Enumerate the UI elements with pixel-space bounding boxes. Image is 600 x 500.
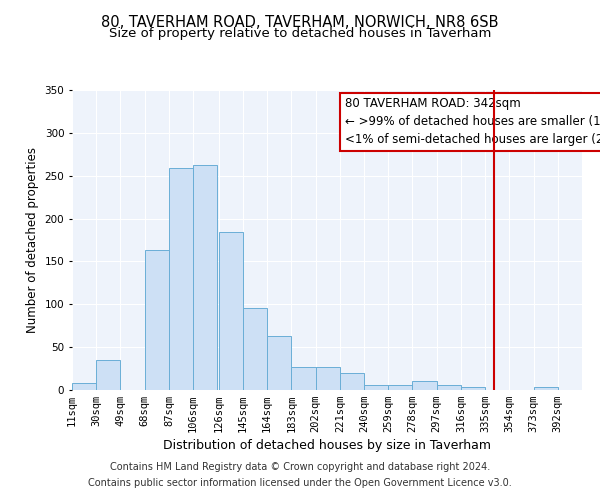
Bar bbox=[533, 388, 558, 390]
Bar bbox=[267, 336, 292, 390]
Bar bbox=[340, 373, 364, 390]
Text: 80 TAVERHAM ROAD: 342sqm
← >99% of detached houses are smaller (1,142)
<1% of se: 80 TAVERHAM ROAD: 342sqm ← >99% of detac… bbox=[345, 98, 600, 146]
Text: Contains HM Land Registry data © Crown copyright and database right 2024.: Contains HM Land Registry data © Crown c… bbox=[110, 462, 490, 472]
Bar bbox=[169, 168, 193, 390]
Bar bbox=[218, 232, 243, 390]
Bar bbox=[412, 380, 437, 390]
Bar bbox=[364, 385, 388, 390]
Bar bbox=[193, 164, 217, 390]
Bar bbox=[388, 385, 412, 390]
Bar bbox=[72, 383, 96, 390]
Bar bbox=[437, 385, 461, 390]
Bar bbox=[292, 367, 316, 390]
Bar bbox=[316, 367, 340, 390]
Bar bbox=[461, 386, 485, 390]
Text: 80, TAVERHAM ROAD, TAVERHAM, NORWICH, NR8 6SB: 80, TAVERHAM ROAD, TAVERHAM, NORWICH, NR… bbox=[101, 15, 499, 30]
Bar bbox=[145, 250, 169, 390]
Text: Size of property relative to detached houses in Taverham: Size of property relative to detached ho… bbox=[109, 28, 491, 40]
X-axis label: Distribution of detached houses by size in Taverham: Distribution of detached houses by size … bbox=[163, 440, 491, 452]
Text: Contains public sector information licensed under the Open Government Licence v3: Contains public sector information licen… bbox=[88, 478, 512, 488]
Y-axis label: Number of detached properties: Number of detached properties bbox=[26, 147, 39, 333]
Bar bbox=[243, 308, 267, 390]
Bar bbox=[96, 360, 121, 390]
